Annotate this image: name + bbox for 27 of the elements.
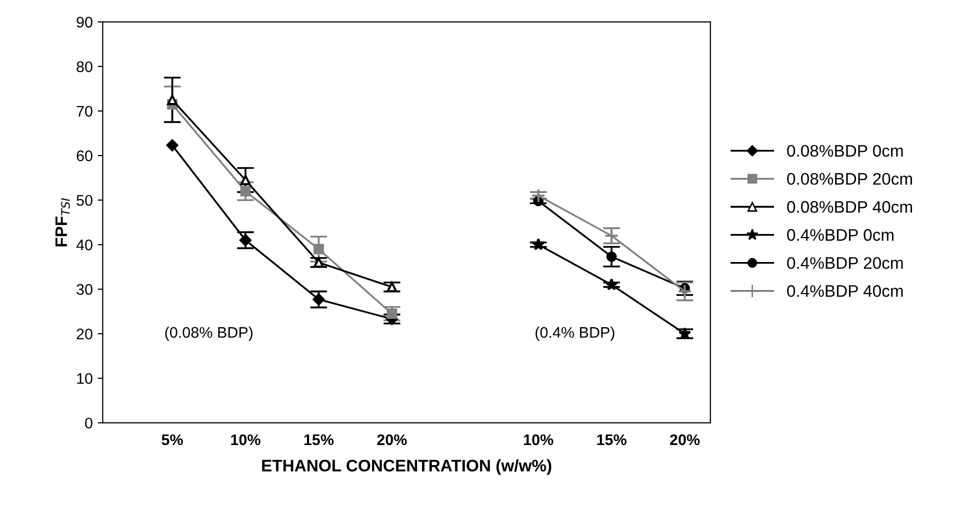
y-tick-label: 10 [77, 373, 92, 384]
x-tick-label: 15% [597, 434, 626, 446]
x-axis-title: ETHANOL CONCENTRATION (w/w%) [262, 459, 552, 475]
y-tick-label: 80 [76, 61, 92, 72]
x-tick-label: 20% [377, 434, 407, 446]
x-tick-label: 20% [670, 434, 700, 446]
legend-label: 0.4%BDP 40cm [787, 285, 903, 297]
y-tick-label: 70 [76, 106, 92, 117]
legend-label: 0.08%BDP 40cm [787, 201, 912, 213]
y-tick-label: 50 [76, 194, 92, 206]
y-tick-label: 30 [76, 284, 92, 295]
legend-label: 0.4%BDP 20cm [787, 257, 903, 269]
x-tick-label: 10% [524, 434, 554, 446]
y-tick-label: 20 [76, 328, 92, 340]
y-tick-label: 90 [76, 16, 92, 28]
x-tick-label: 5% [162, 434, 183, 446]
annotation: (0.4% BDP) [536, 326, 614, 341]
y-tick-label: 0 [85, 418, 92, 429]
legend-label: 0.08%BDP 0cm [787, 144, 903, 157]
y-tick-label: 40 [76, 240, 92, 250]
y-tick-label: 60 [76, 150, 92, 162]
y-axis-title: FPF$_{TSI}$ [55, 198, 70, 246]
annotation: (0.08% BDP) [165, 326, 253, 341]
x-tick-label: 10% [231, 434, 260, 446]
legend-label: 0.4%BDP 0cm [787, 229, 894, 241]
legend-label: 0.08%BDP 20cm [787, 172, 912, 185]
x-tick-label: 15% [304, 434, 334, 446]
